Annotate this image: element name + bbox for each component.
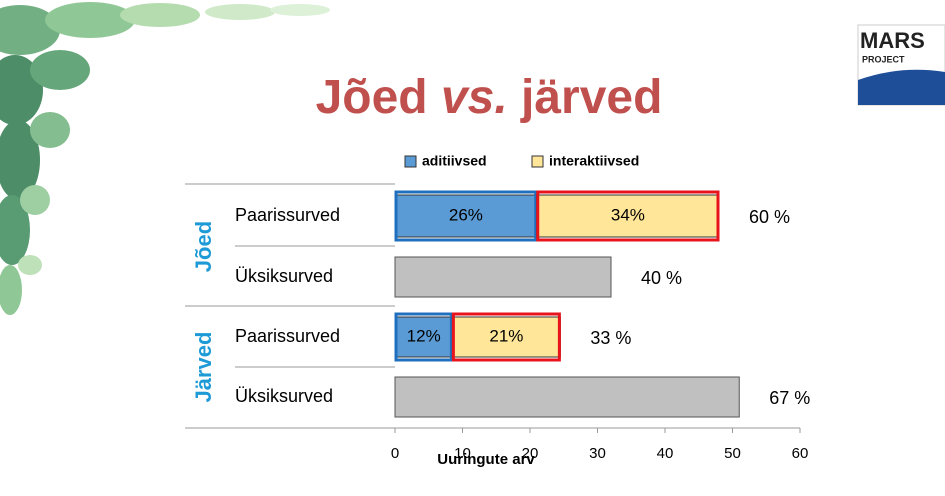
group-label: Järved (191, 332, 216, 403)
x-tick-label: 30 (589, 445, 606, 462)
legend-label: aditiivsed (422, 153, 487, 169)
bar-segment (394, 194, 538, 238)
category-label: Paarissurved (235, 205, 340, 225)
x-tick-label: 20 (522, 445, 539, 462)
x-tick-label: 0 (391, 445, 399, 462)
segment-label: 21% (489, 326, 523, 345)
logo: MARS PROJECT (857, 24, 945, 106)
total-label: 67 % (769, 388, 810, 408)
x-tick-label: 40 (657, 445, 674, 462)
bar (394, 376, 740, 418)
total-label: 33 % (590, 328, 631, 348)
x-tick-label: 10 (454, 445, 471, 462)
chart-title: Jõed vs. järved (316, 71, 663, 124)
segment-highlight (451, 312, 561, 362)
title-part: Jõed (316, 71, 428, 124)
x-axis-label: Uuringute arv (437, 451, 535, 468)
bar (394, 256, 612, 298)
x-tick-label: 50 (724, 445, 741, 462)
logo-subtitle: PROJECT (862, 54, 905, 64)
segment-highlight (394, 190, 538, 242)
group-label: Jõed (191, 221, 216, 272)
legend-swatch (531, 155, 544, 168)
logo-name: MARS (860, 28, 925, 53)
segment-highlight (394, 312, 453, 362)
segment-label: 26% (449, 205, 483, 224)
title-part: järved (520, 71, 662, 124)
category-label: Üksiksurved (235, 266, 333, 286)
segment-label: 12% (407, 326, 441, 345)
total-label: 40 % (641, 268, 682, 288)
segment-highlight (536, 190, 720, 242)
bar-segment (451, 316, 561, 358)
category-label: Paarissurved (235, 326, 340, 346)
row-separators (185, 183, 395, 429)
segment-label: 34% (611, 205, 645, 224)
legend-label: interaktiivsed (549, 153, 639, 169)
title-part: vs. (441, 71, 508, 124)
leaf-decoration (0, 2, 330, 315)
category-label: Üksiksurved (235, 386, 333, 406)
legend-swatch (404, 155, 417, 168)
total-label: 60 % (749, 207, 790, 227)
bar-segment (394, 316, 453, 358)
x-tick-label: 60 (792, 445, 809, 462)
